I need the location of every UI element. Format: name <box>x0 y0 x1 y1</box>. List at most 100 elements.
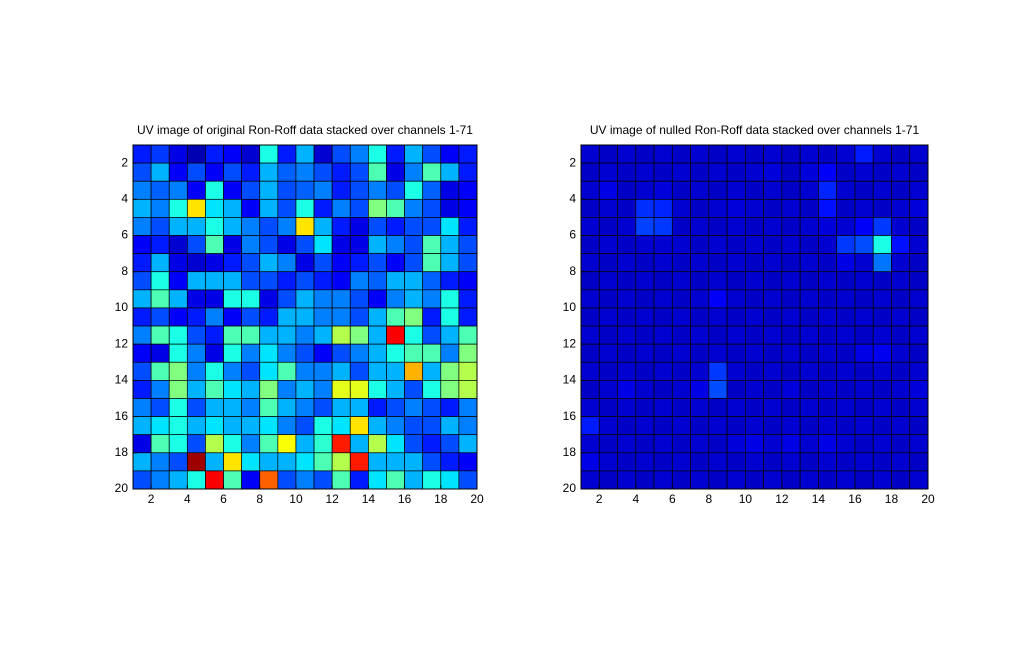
heatmap-cell <box>349 434 369 454</box>
x-tick-label: 6 <box>220 492 227 506</box>
heatmap-cell <box>440 343 460 363</box>
heatmap-cell <box>422 343 442 363</box>
heatmap-cell <box>745 198 764 218</box>
heatmap-cell <box>132 325 152 345</box>
heatmap-cell <box>132 470 152 490</box>
y-tick-label: 8 <box>569 264 576 278</box>
heatmap-cell <box>726 398 746 417</box>
heatmap-cell <box>259 325 279 345</box>
heatmap-cell <box>368 198 387 218</box>
heatmap-cell <box>440 380 460 399</box>
heatmap-cell <box>671 253 691 273</box>
heatmap-cell <box>781 452 801 472</box>
heatmap-cell <box>223 452 242 472</box>
heatmap-cell <box>617 162 637 182</box>
heatmap-cell <box>404 398 424 417</box>
heatmap-cell <box>708 452 728 472</box>
heatmap-cell <box>690 180 710 200</box>
heatmap-cell <box>458 307 478 327</box>
heatmap-cell <box>635 361 655 381</box>
heatmap-cell <box>150 452 170 472</box>
heatmap-cell <box>671 452 691 472</box>
heatmap-cell <box>349 325 369 345</box>
heatmap-cell <box>836 307 856 327</box>
y-tick-label: 4 <box>569 191 576 205</box>
heatmap-cell <box>458 144 478 164</box>
heatmap-cell <box>854 198 874 218</box>
heatmap-cell <box>277 180 297 200</box>
heatmap-cell <box>781 307 801 327</box>
y-tick-label: 20 <box>563 481 577 495</box>
heatmap-cell <box>241 380 261 399</box>
heatmap-cell <box>386 470 405 490</box>
heatmap-cell <box>763 380 783 399</box>
heatmap-cell <box>781 325 801 345</box>
heatmap-cell <box>836 162 856 182</box>
heatmap-cell <box>277 416 297 436</box>
heatmap-cell <box>580 416 600 436</box>
heatmap-cell <box>313 144 333 164</box>
heatmap-cell <box>745 307 764 327</box>
heatmap-cell <box>690 253 710 273</box>
heatmap-cell <box>259 162 279 182</box>
heatmap-cell <box>690 434 710 454</box>
heatmap-cell <box>186 235 206 254</box>
heatmap-cell <box>635 416 655 436</box>
heatmap-cell <box>186 271 206 291</box>
y-tick-label: 4 <box>121 191 128 205</box>
heatmap-cell <box>205 434 224 454</box>
heatmap-cell <box>404 198 424 218</box>
heatmap-cell <box>836 217 856 236</box>
heatmap-cell <box>277 325 297 345</box>
heatmap-cell <box>745 180 764 200</box>
heatmap-cell <box>132 253 152 273</box>
y-tick-label: 18 <box>563 445 577 459</box>
heatmap-cell <box>854 180 874 200</box>
heatmap-cell <box>745 343 764 363</box>
heatmap-cell <box>259 253 279 273</box>
heatmap-cell <box>671 180 691 200</box>
heatmap-cell <box>458 289 478 309</box>
heatmap-cell <box>277 343 297 363</box>
heatmap-cell <box>440 271 460 291</box>
heatmap-cell <box>132 235 152 254</box>
heatmap-cell <box>295 253 315 273</box>
heatmap-cell <box>635 380 655 399</box>
heatmap-cell <box>690 307 710 327</box>
heatmap-cell <box>349 470 369 490</box>
heatmap-cell <box>617 289 637 309</box>
heatmap-cell <box>277 361 297 381</box>
heatmap-cell <box>726 162 746 182</box>
heatmap-cell <box>872 470 892 490</box>
heatmap-cell <box>690 452 710 472</box>
heatmap-cell <box>458 217 478 236</box>
chart-title: UV image of original Ron-Roff data stack… <box>137 123 473 137</box>
heatmap-cell <box>891 144 911 164</box>
heatmap-cell <box>580 144 600 164</box>
heatmap-cell <box>671 162 691 182</box>
heatmap-cell <box>745 380 764 399</box>
heatmap-cell <box>422 470 442 490</box>
heatmap-cell <box>745 416 764 436</box>
heatmap-cell <box>708 470 728 490</box>
heatmap-cell <box>277 235 297 254</box>
heatmap-cell <box>635 198 655 218</box>
heatmap-cell <box>726 307 746 327</box>
heatmap-cell <box>799 470 819 490</box>
heatmap-cell <box>313 198 333 218</box>
heatmap-cell <box>132 217 152 236</box>
heatmap-cell <box>818 162 838 182</box>
heatmap-cell <box>818 235 838 254</box>
heatmap-cell <box>331 343 351 363</box>
heatmap-cell <box>580 452 600 472</box>
heatmap-cell <box>635 434 655 454</box>
heatmap-cell <box>598 470 618 490</box>
heatmap-cell <box>404 162 424 182</box>
heatmap-cell <box>799 198 819 218</box>
y-tick-label: 14 <box>563 373 577 387</box>
heatmap-cell <box>132 434 152 454</box>
heatmap-cell <box>349 343 369 363</box>
x-tick-label: 20 <box>470 492 484 506</box>
heatmap-cell <box>259 217 279 236</box>
heatmap-cell <box>617 144 637 164</box>
